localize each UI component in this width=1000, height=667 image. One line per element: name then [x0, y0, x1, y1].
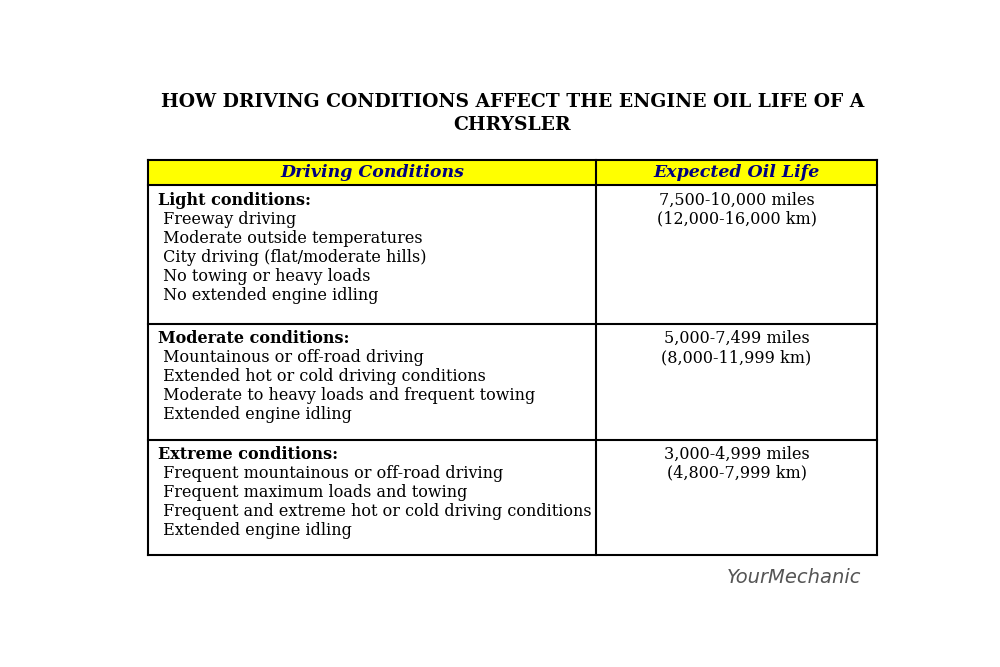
Text: HOW DRIVING CONDITIONS AFFECT THE ENGINE OIL LIFE OF A
CHRYSLER: HOW DRIVING CONDITIONS AFFECT THE ENGINE…	[161, 93, 864, 134]
Text: Freeway driving: Freeway driving	[158, 211, 296, 227]
Text: YourMechanic: YourMechanic	[727, 568, 861, 587]
Text: Moderate conditions:: Moderate conditions:	[158, 330, 349, 348]
Text: City driving (flat/moderate hills): City driving (flat/moderate hills)	[158, 249, 426, 265]
Text: Extended engine idling: Extended engine idling	[158, 522, 351, 539]
Text: (12,000-16,000 km): (12,000-16,000 km)	[657, 211, 817, 227]
Text: Extended hot or cold driving conditions: Extended hot or cold driving conditions	[158, 368, 485, 386]
Text: 5,000-7,499 miles: 5,000-7,499 miles	[664, 330, 809, 348]
Text: Frequent mountainous or off-road driving: Frequent mountainous or off-road driving	[158, 465, 503, 482]
Text: Mountainous or off-road driving: Mountainous or off-road driving	[158, 350, 423, 366]
Text: Expected Oil Life: Expected Oil Life	[653, 164, 820, 181]
Text: No extended engine idling: No extended engine idling	[158, 287, 378, 304]
Text: Extreme conditions:: Extreme conditions:	[158, 446, 338, 463]
Bar	[148, 159, 877, 185]
Text: (4,800-7,999 km): (4,800-7,999 km)	[667, 465, 807, 482]
Text: Light conditions:: Light conditions:	[158, 191, 311, 209]
Text: 7,500-10,000 miles: 7,500-10,000 miles	[659, 191, 814, 209]
Text: 3,000-4,999 miles: 3,000-4,999 miles	[664, 446, 809, 463]
Text: Frequent maximum loads and towing: Frequent maximum loads and towing	[158, 484, 467, 501]
Text: Frequent and extreme hot or cold driving conditions: Frequent and extreme hot or cold driving…	[158, 503, 591, 520]
Bar	[148, 159, 877, 555]
Text: Moderate to heavy loads and frequent towing: Moderate to heavy loads and frequent tow…	[158, 388, 535, 404]
Text: Extended engine idling: Extended engine idling	[158, 406, 351, 424]
Text: No towing or heavy loads: No towing or heavy loads	[158, 267, 370, 285]
Text: Moderate outside temperatures: Moderate outside temperatures	[158, 229, 422, 247]
Text: Driving Conditions: Driving Conditions	[280, 164, 464, 181]
Text: (8,000-11,999 km): (8,000-11,999 km)	[661, 350, 812, 366]
